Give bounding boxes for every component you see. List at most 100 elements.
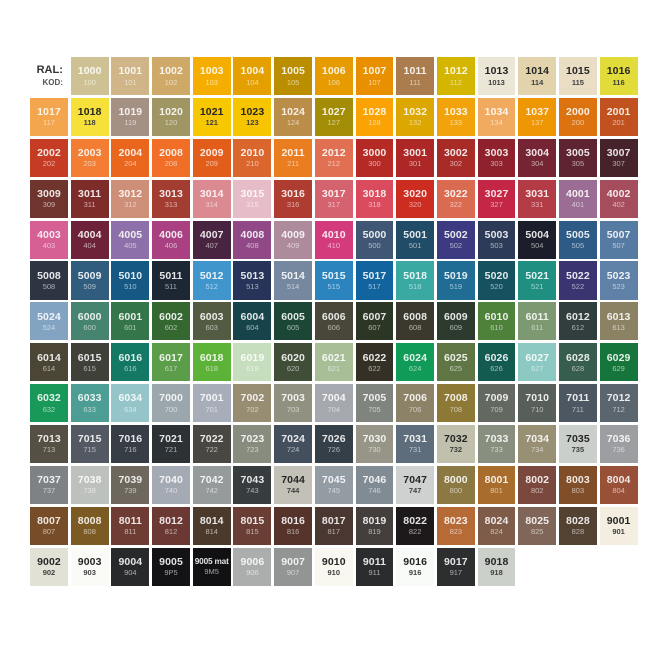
kod-number: 804 bbox=[612, 486, 625, 496]
kod-number: 737 bbox=[42, 486, 56, 496]
ral-number: 3004 bbox=[525, 147, 550, 160]
ral-swatch-3020: 3020 320 bbox=[396, 179, 435, 218]
ral-swatch-1007: 1007 107 bbox=[355, 57, 394, 96]
ral-swatch-5015: 5015 515 bbox=[314, 261, 353, 300]
ral-swatch-6027: 6027 627 bbox=[518, 343, 557, 382]
kod-number: 619 bbox=[246, 363, 259, 373]
ral-number: 3007 bbox=[606, 147, 631, 160]
kod-number: 504 bbox=[530, 241, 544, 250]
kod-number: 405 bbox=[124, 241, 137, 250]
kod-number: 304 bbox=[530, 159, 544, 169]
kod-number: 812 bbox=[164, 527, 178, 537]
kod-number: 628 bbox=[571, 363, 585, 373]
ral-number: 4001 bbox=[566, 188, 590, 201]
ral-swatch-1021: 1021 121 bbox=[192, 97, 231, 137]
ral-number: 5004 bbox=[525, 228, 550, 241]
ral-swatch-6022: 6022 622 bbox=[355, 343, 394, 382]
ral-number: 6022 bbox=[362, 351, 387, 364]
ral-number: 1034 bbox=[484, 106, 509, 119]
kod-number: 502 bbox=[449, 241, 463, 250]
ral-number: 8022 bbox=[403, 515, 428, 528]
kod-number: 318 bbox=[368, 200, 381, 210]
ral-number: 7002 bbox=[240, 392, 265, 405]
kod-number: 305 bbox=[571, 159, 585, 169]
kod-number: 703 bbox=[286, 404, 300, 414]
kod-number: 311 bbox=[83, 200, 96, 210]
ral-number: 3009 bbox=[37, 188, 61, 201]
ral-swatch-5021: 5021 521 bbox=[518, 261, 557, 300]
ral-swatch-6007: 6007 607 bbox=[355, 302, 394, 341]
ral-number: 7013 bbox=[37, 433, 61, 446]
kod-number: 317 bbox=[327, 200, 341, 210]
ral-number: 8011 bbox=[118, 515, 142, 528]
kod-number: 523 bbox=[612, 281, 625, 291]
ral-number: 3016 bbox=[281, 188, 305, 201]
ral-number: 7042 bbox=[199, 474, 224, 487]
ral-number: 5002 bbox=[443, 228, 468, 241]
ral-swatch-1004: 1004 104 bbox=[233, 57, 272, 96]
ral-number: 3005 bbox=[566, 147, 590, 160]
ral-swatch-3003: 3003 303 bbox=[477, 138, 516, 177]
ral-swatch-7044: 7044 744 bbox=[274, 465, 313, 504]
ral-swatch-6000: 6000 600 bbox=[70, 302, 109, 341]
kod-number: 410 bbox=[327, 241, 341, 250]
ral-swatch-4010: 4010 410 bbox=[314, 220, 353, 259]
ral-number: 6019 bbox=[240, 351, 265, 364]
kod-number: 210 bbox=[246, 159, 259, 169]
ral-swatch-8000: 8000 800 bbox=[436, 465, 475, 504]
ral-number: 5022 bbox=[566, 269, 590, 282]
ral-number: 1003 bbox=[199, 65, 224, 78]
ral-swatch-5020: 5020 520 bbox=[477, 261, 516, 300]
kod-number: 303 bbox=[490, 159, 503, 169]
kod-number: 515 bbox=[327, 281, 341, 291]
kod-number: 745 bbox=[327, 486, 341, 496]
ral-number: 2012 bbox=[321, 147, 346, 160]
ral-swatch-1005: 1005 105 bbox=[274, 57, 313, 96]
ral-swatch-7009: 7009 709 bbox=[477, 384, 516, 423]
ral-number: 4002 bbox=[606, 188, 631, 201]
ral-swatch-8011: 8011 811 bbox=[111, 506, 150, 545]
ral-number: 1001 bbox=[118, 65, 143, 78]
kod-number: 300 bbox=[368, 159, 381, 169]
ral-number: 6026 bbox=[484, 351, 509, 364]
ral-swatch-7040: 7040 740 bbox=[152, 465, 190, 504]
ral-number: 4010 bbox=[321, 228, 346, 241]
ral-swatch-8014: 8014 814 bbox=[192, 506, 231, 545]
ral-number: 1007 bbox=[362, 65, 387, 78]
ral-number: 7012 bbox=[606, 392, 631, 405]
ral-swatch-1011: 1011 111 bbox=[396, 57, 435, 96]
ral-number: 5009 bbox=[77, 269, 102, 282]
ral-swatch-7022: 7022 722 bbox=[192, 424, 231, 464]
ral-swatch-7001: 7001 701 bbox=[192, 384, 231, 423]
kod-number: 408 bbox=[246, 241, 259, 250]
kod-number: 744 bbox=[286, 486, 300, 496]
kod-number: 824 bbox=[490, 527, 503, 537]
ral-number: 6009 bbox=[443, 310, 468, 323]
kod-number: 733 bbox=[490, 445, 503, 455]
kod-number: 316 bbox=[286, 200, 300, 210]
kod-number: 746 bbox=[368, 486, 381, 496]
ral-swatch-5011: 5011 511 bbox=[152, 261, 190, 300]
ral-number: 5013 bbox=[240, 269, 265, 282]
kod-number: 700 bbox=[164, 404, 178, 414]
ral-number: 2001 bbox=[606, 106, 631, 119]
ral-number: 7009 bbox=[484, 392, 509, 405]
ral-number: 7046 bbox=[362, 474, 387, 487]
kod-number: 732 bbox=[449, 445, 463, 455]
kod-number: 605 bbox=[286, 322, 300, 332]
kod-number: 209 bbox=[205, 159, 218, 169]
kod-number: 409 bbox=[286, 241, 300, 250]
kod-number: 314 bbox=[205, 200, 218, 210]
ral-number: 8003 bbox=[566, 474, 590, 487]
kod-number: 406 bbox=[164, 241, 178, 250]
kod-number: 211 bbox=[287, 159, 300, 169]
ral-number: 7016 bbox=[118, 433, 143, 446]
ral-number: 5010 bbox=[118, 269, 143, 282]
ral-swatch-3013: 3013 313 bbox=[152, 179, 190, 218]
ral-swatch-9007: 9007 907 bbox=[274, 547, 313, 586]
ral-number: 6003 bbox=[199, 310, 224, 323]
ral-number: 7036 bbox=[606, 433, 631, 446]
kod-number: 724 bbox=[286, 445, 300, 455]
ral-legend-label: RAL: bbox=[36, 64, 63, 77]
